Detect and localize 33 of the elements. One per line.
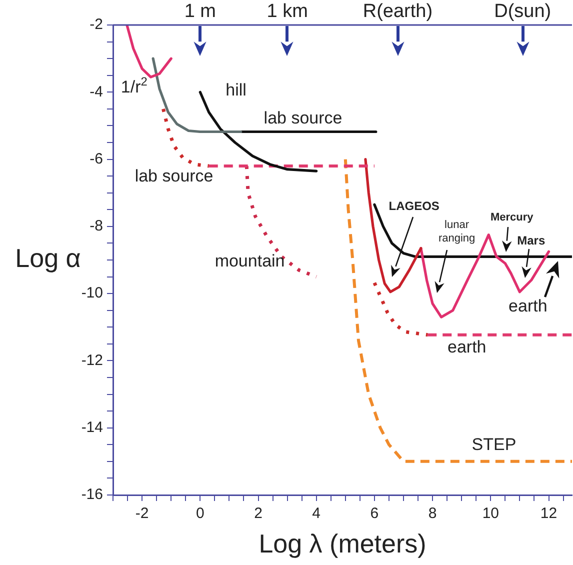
annotation: lunar ranging: [438, 218, 476, 245]
x-tick-label: 0: [196, 505, 204, 522]
x-tick-label: 12: [540, 505, 558, 522]
x-tick-label: 10: [482, 505, 499, 522]
y-tick-label: -8: [90, 218, 103, 235]
annotation: Mercury: [490, 211, 534, 224]
annotation: hill: [226, 80, 246, 100]
x-tick-label: -2: [135, 505, 149, 522]
annotation: LAGEOS: [388, 199, 440, 214]
annotation: mountain: [214, 252, 285, 271]
y-tick-label: -10: [81, 284, 103, 302]
annotation: Mars: [517, 234, 546, 248]
x-axis-title: Log λ (meters): [258, 528, 426, 559]
ref-line-label: R(earth): [362, 1, 433, 22]
y-tick-label: -14: [81, 419, 103, 436]
annotation: STEP: [472, 434, 516, 454]
annotation: earth: [448, 338, 486, 357]
x-tick-label: 6: [370, 505, 379, 522]
y-axis-title: Log α: [15, 243, 81, 274]
y-tick-label: -16: [81, 486, 103, 504]
ref-line-label: D(sun): [494, 1, 552, 22]
ref-line-label: 1 km: [266, 1, 308, 22]
annotation: lab source: [264, 108, 342, 128]
x-tick-label: 2: [254, 505, 262, 522]
x-tick-label: 8: [428, 505, 437, 522]
y-tick-label: -6: [90, 150, 103, 168]
annotation: lab source: [134, 166, 214, 186]
y-tick-label: -12: [81, 352, 103, 369]
annotation: earth: [508, 296, 548, 316]
y-tick-label: -2: [90, 16, 103, 34]
ref-line-label: 1 m: [184, 1, 216, 22]
x-tick-label: 4: [312, 505, 321, 522]
y-tick-label: -4: [90, 83, 103, 100]
